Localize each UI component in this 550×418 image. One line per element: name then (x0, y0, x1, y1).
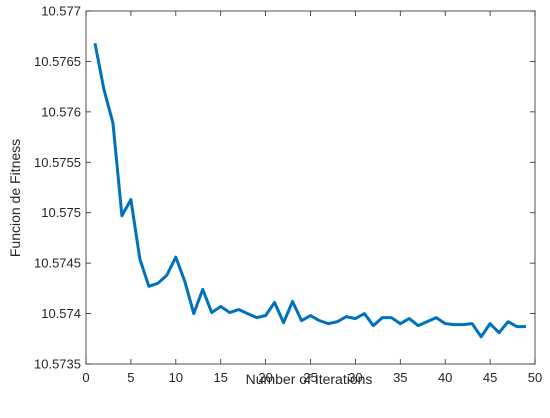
y-tick-label: 10.574 (41, 306, 81, 321)
series-line (93, 42, 527, 339)
y-tick-label: 10.5735 (34, 357, 81, 372)
x-tick-label: 30 (348, 370, 362, 385)
x-tick-label: 20 (258, 370, 272, 385)
x-axis: 0 5 10 15 20 25 30 35 40 45 50 (82, 11, 542, 385)
y-axis: 10.5735 10.574 10.5745 10.575 10.5755 10.576 1… (34, 4, 535, 372)
x-tick-label: 45 (483, 370, 497, 385)
y-tick-label: 10.5745 (34, 256, 81, 271)
x-tick-label: 0 (82, 370, 89, 385)
y-tick-label: 10.577 (41, 4, 81, 19)
x-tick-label: 35 (393, 370, 407, 385)
x-axis-title: Number of Iterations (246, 371, 373, 387)
x-tick-label: 40 (438, 370, 452, 385)
x-tick-label: 25 (303, 370, 317, 385)
y-tick-label: 10.576 (41, 104, 81, 119)
plot-frame (85, 10, 536, 365)
plot-area (85, 10, 536, 365)
y-tick-label: 10.575 (41, 205, 81, 220)
series-layer (93, 42, 527, 339)
x-tick-label: 5 (127, 370, 134, 385)
x-tick-label: 10 (169, 370, 183, 385)
x-tick-label: 50 (528, 370, 542, 385)
y-tick-label: 10.5765 (34, 54, 81, 69)
x-tick-label: 15 (213, 370, 227, 385)
y-axis-title: Funcion de Fitness (7, 139, 23, 257)
y-tick-label: 10.5755 (34, 155, 81, 170)
